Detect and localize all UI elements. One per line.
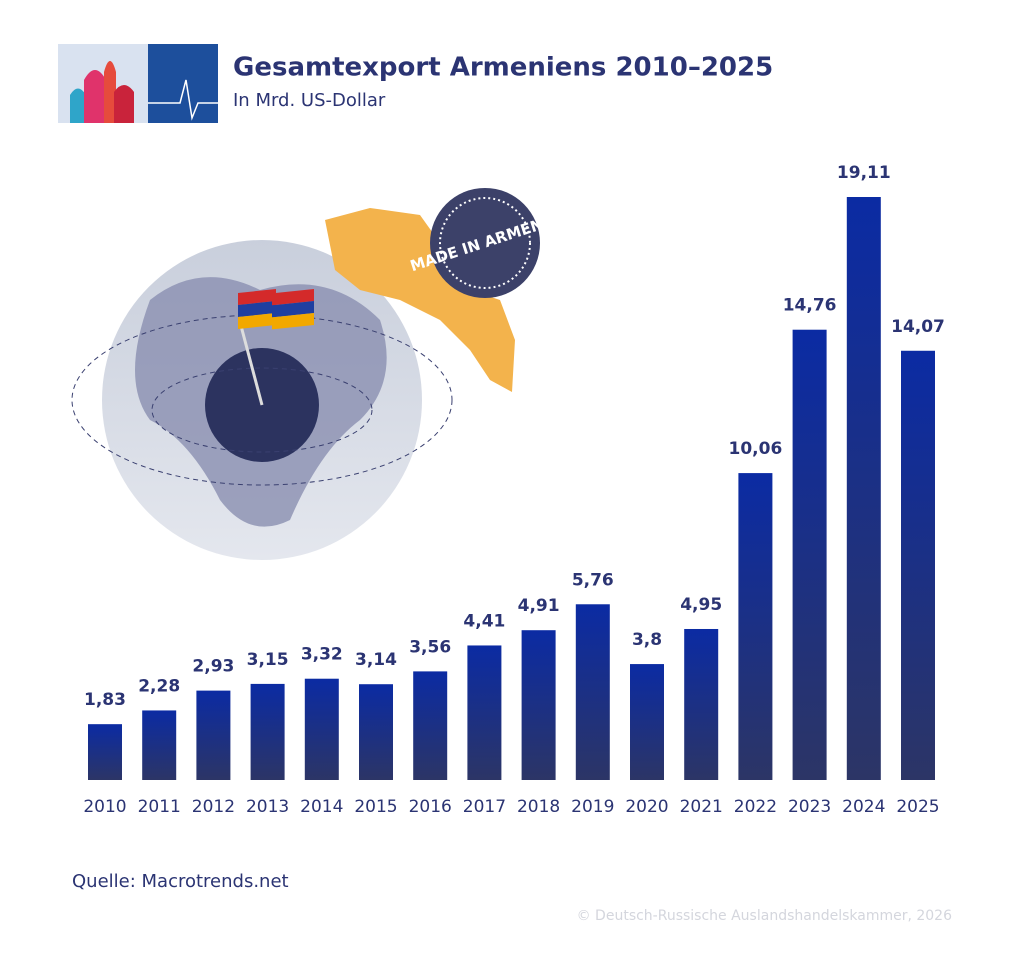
- x-tick-label: 2024: [842, 797, 885, 817]
- value-label: 19,11: [837, 163, 891, 183]
- copyright: © Deutsch-Russische Auslandshandelskamme…: [577, 908, 952, 924]
- value-label: 3,8: [632, 630, 662, 650]
- x-tick-label: 2019: [571, 797, 614, 817]
- x-tick-label: 2010: [83, 797, 126, 817]
- value-label: 2,93: [192, 657, 234, 677]
- bar: [413, 671, 448, 780]
- x-tick-label: 2011: [138, 797, 181, 817]
- bar: [304, 678, 339, 780]
- bar: [846, 197, 881, 780]
- x-tick-label: 2021: [680, 797, 723, 817]
- x-tick-label: 2022: [734, 797, 777, 817]
- x-tick-label: 2017: [463, 797, 506, 817]
- value-label: 3,32: [301, 645, 343, 665]
- bar: [359, 684, 393, 780]
- value-label: 3,15: [247, 650, 289, 670]
- x-tick-label: 2020: [625, 797, 668, 817]
- x-tick-label: 2013: [246, 797, 289, 817]
- bar: [521, 630, 556, 780]
- chart-subtitle: In Mrd. US-Dollar: [233, 90, 386, 111]
- value-label: 1,83: [84, 690, 126, 710]
- bar: [88, 724, 122, 780]
- value-label: 14,07: [891, 317, 945, 337]
- globe-illustration: MADE IN ARMENIA: [71, 188, 562, 560]
- value-label: 14,76: [783, 296, 837, 316]
- value-label: 10,06: [729, 439, 783, 459]
- value-label: 2,28: [138, 676, 180, 696]
- x-tick-label: 2023: [788, 797, 831, 817]
- x-tick-label: 2015: [354, 797, 397, 817]
- x-tick-label: 2016: [409, 797, 452, 817]
- bar: [738, 473, 773, 780]
- bar: [250, 683, 285, 780]
- bar: [142, 710, 177, 780]
- bar: [196, 690, 231, 780]
- logo: [58, 44, 218, 123]
- value-label: 4,41: [463, 611, 505, 631]
- chart-title: Gesamtexport Armeniens 2010–2025: [233, 53, 773, 83]
- bar: [575, 604, 610, 780]
- bar: [901, 350, 935, 780]
- bar: [792, 329, 827, 780]
- value-label: 4,91: [518, 596, 560, 616]
- value-label: 4,95: [680, 595, 722, 615]
- bar: [630, 664, 664, 780]
- value-label: 3,56: [409, 637, 451, 657]
- x-tick-label: 2014: [300, 797, 343, 817]
- bar: [467, 645, 502, 780]
- bar: [684, 628, 719, 780]
- source: Quelle: Macrotrends.net: [72, 871, 289, 892]
- x-tick-label: 2018: [517, 797, 560, 817]
- value-label: 5,76: [572, 570, 614, 590]
- x-tick-label: 2025: [896, 797, 939, 817]
- x-tick-label: 2012: [192, 797, 235, 817]
- value-label: 3,14: [355, 650, 397, 670]
